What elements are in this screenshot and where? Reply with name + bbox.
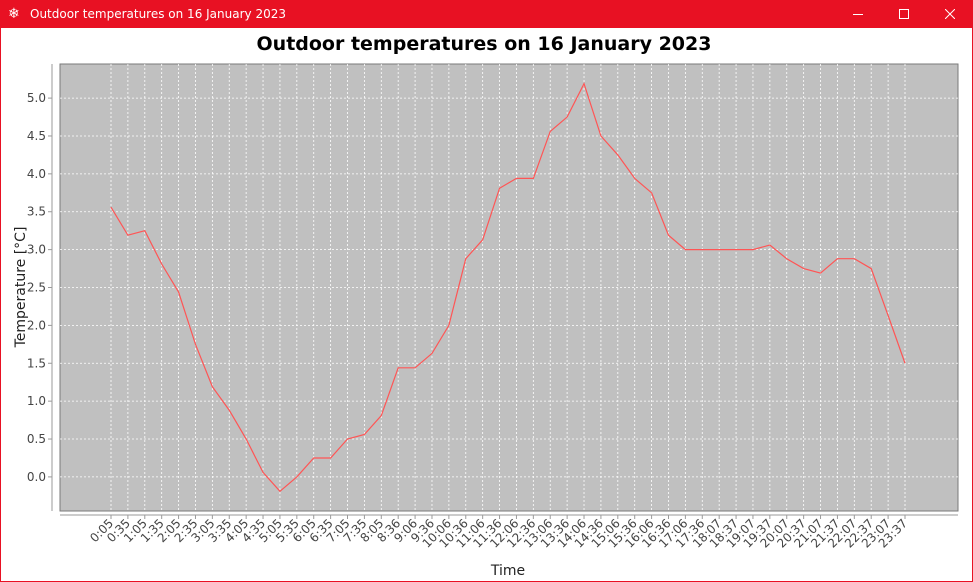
x-axis-ticks: 0:050:351:051:352:052:353:053:354:054:35…	[87, 515, 910, 551]
title-bar: ❄ Outdoor temperatures on 16 January 202…	[0, 0, 973, 28]
window-border-left	[0, 28, 1, 582]
maximize-button[interactable]	[881, 0, 927, 28]
y-tick-label: 3.0	[27, 243, 46, 257]
window-title: Outdoor temperatures on 16 January 2023	[30, 7, 286, 21]
chart-title: Outdoor temperatures on 16 January 2023	[257, 33, 712, 55]
y-tick-label: 0.0	[27, 470, 46, 484]
minimize-button[interactable]	[835, 0, 881, 28]
minimize-icon	[853, 14, 863, 15]
y-tick-label: 1.0	[27, 394, 46, 408]
x-axis-label: Time	[490, 563, 525, 579]
y-tick-label: 0.5	[27, 432, 46, 446]
close-button[interactable]	[927, 0, 973, 28]
y-axis-ticks: 0.0 0.5 1.0 1.5 2.0 2.5 3.0 3.5 4.0 4.5 5.0	[27, 91, 52, 484]
x-gridlines	[110, 64, 906, 511]
y-gridlines	[60, 97, 958, 478]
y-tick-label: 2.0	[27, 318, 46, 332]
y-tick-label: 4.0	[27, 167, 46, 181]
y-tick-label: 1.5	[27, 356, 46, 370]
snowflake-icon: ❄	[8, 6, 20, 22]
temperature-chart: Outdoor temperatures on 16 January 2023 …	[13, 33, 959, 579]
y-tick-label: 3.5	[27, 205, 46, 219]
y-tick-label: 5.0	[27, 91, 46, 105]
close-icon	[945, 9, 955, 19]
maximize-icon	[899, 9, 909, 19]
series-line-temperature	[110, 82, 906, 493]
y-tick-label: 2.5	[27, 281, 46, 295]
y-tick-label: 4.5	[27, 129, 46, 143]
y-axis-label: Temperature [°C]	[13, 227, 29, 349]
